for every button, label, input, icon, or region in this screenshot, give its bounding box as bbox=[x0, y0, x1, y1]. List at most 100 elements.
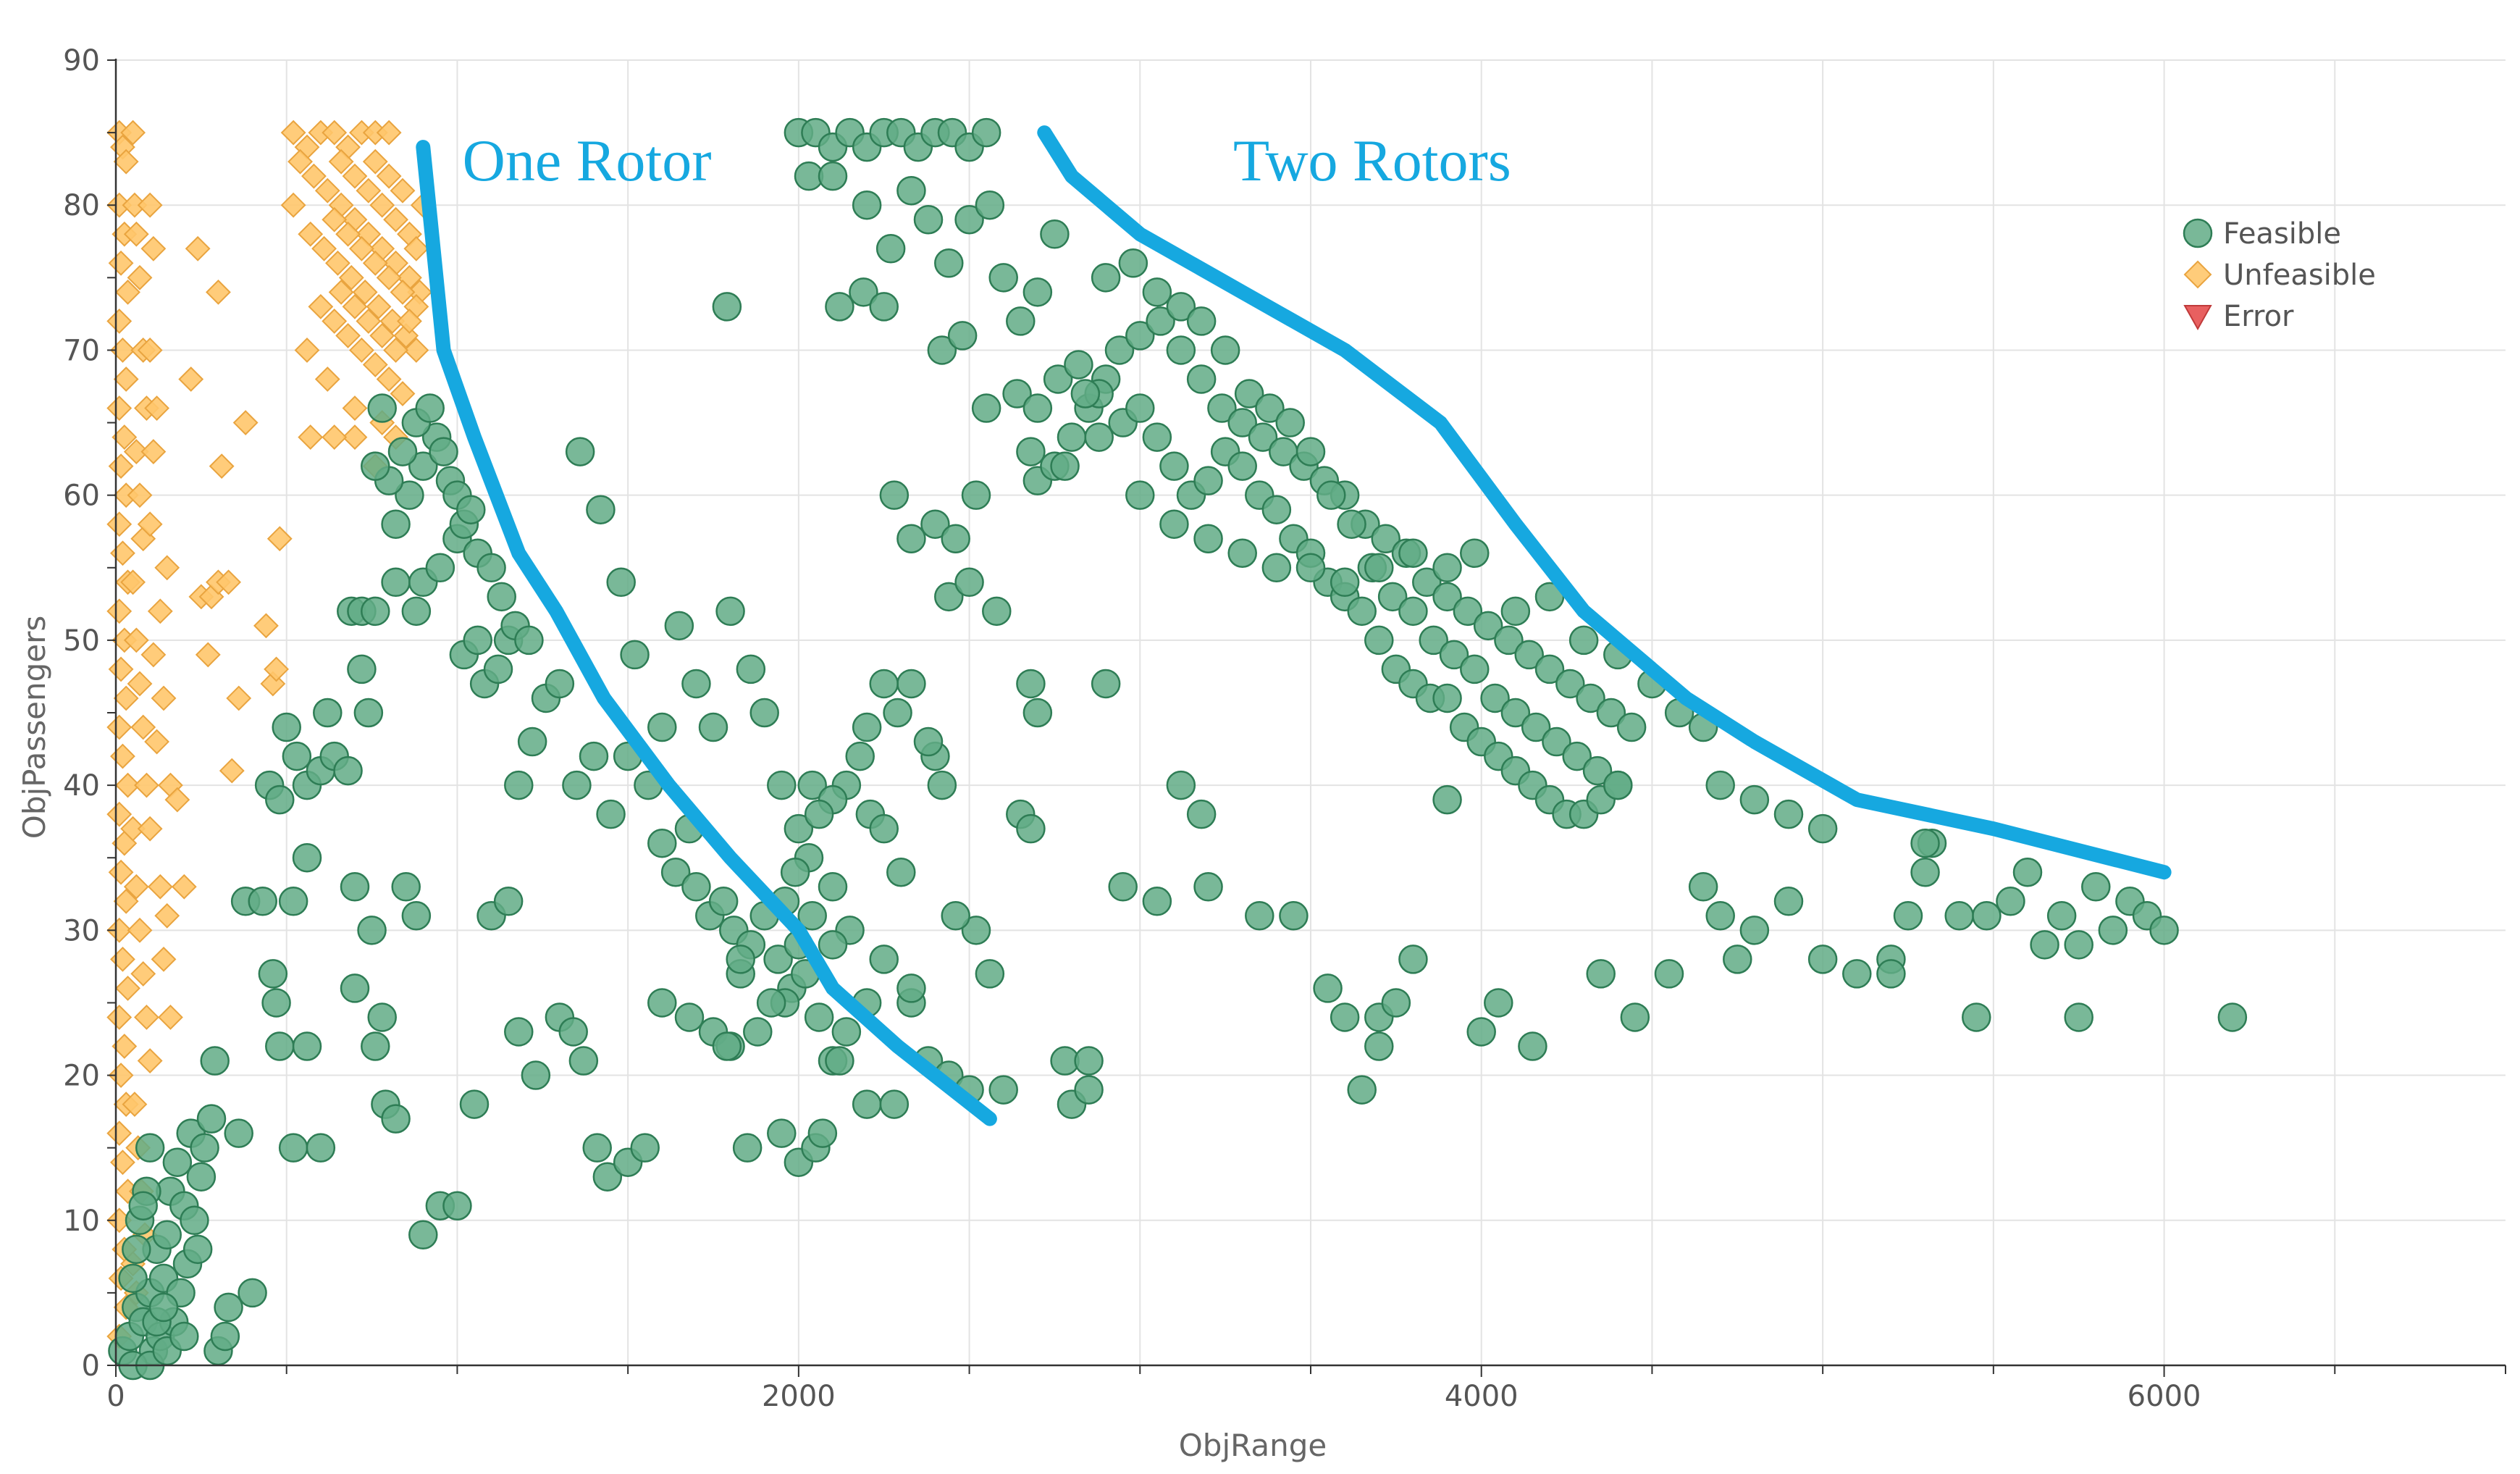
feasible-point bbox=[1603, 770, 1633, 800]
feasible-point bbox=[476, 553, 506, 583]
unfeasible-point bbox=[216, 569, 241, 595]
feasible-point bbox=[1091, 263, 1121, 293]
feasible-point bbox=[1842, 959, 1872, 989]
unfeasible-point bbox=[137, 1048, 163, 1073]
feasible-point bbox=[1275, 408, 1305, 437]
unfeasible-point bbox=[362, 148, 388, 175]
feasible-point bbox=[852, 1089, 882, 1119]
feasible-point bbox=[756, 988, 786, 1018]
feasible-point bbox=[1186, 306, 1217, 336]
feasible-point bbox=[1330, 567, 1360, 598]
feasible-point bbox=[1568, 625, 1599, 656]
legend: Feasible Unfeasible Error bbox=[2183, 217, 2376, 333]
feasible-point bbox=[831, 1017, 862, 1047]
feasible-point bbox=[1876, 959, 1906, 989]
unfeasible-point bbox=[376, 163, 402, 189]
feasible-point bbox=[1064, 350, 1093, 380]
unfeasible-point bbox=[108, 250, 134, 276]
feasible-point bbox=[1739, 916, 1770, 945]
feasible-point bbox=[210, 1321, 240, 1352]
feasible-point bbox=[1261, 553, 1292, 583]
feasible-point bbox=[1142, 277, 1172, 307]
feasible-point bbox=[487, 582, 516, 612]
feasible-point bbox=[1398, 538, 1428, 569]
feasible-point bbox=[825, 1046, 854, 1076]
feasible-point bbox=[128, 1191, 158, 1221]
boundary-curves bbox=[416, 125, 2172, 1126]
unfeasible-point bbox=[403, 338, 429, 363]
feasible-point bbox=[1104, 335, 1135, 365]
unfeasible-point bbox=[127, 671, 153, 697]
unfeasible-point bbox=[106, 714, 133, 740]
feasible-point bbox=[517, 726, 547, 757]
unfeasible-point bbox=[219, 758, 245, 784]
feasible-point bbox=[1893, 901, 1923, 931]
feasible-point bbox=[186, 1162, 217, 1192]
feasible-point bbox=[1996, 887, 2025, 916]
feasible-point bbox=[1484, 988, 1513, 1018]
unfeasible-point bbox=[137, 338, 163, 363]
unfeasible-point bbox=[376, 120, 402, 146]
feasible-point bbox=[278, 887, 308, 916]
unfeasible-point bbox=[383, 338, 408, 363]
unfeasible-point bbox=[349, 235, 374, 261]
unfeasible-point bbox=[314, 367, 340, 392]
feasible-point bbox=[1050, 451, 1080, 481]
unfeasible-point bbox=[106, 801, 133, 827]
unfeasible-point bbox=[226, 685, 252, 711]
feasible-point bbox=[1313, 973, 1343, 1003]
feasible-point bbox=[896, 524, 926, 553]
feasible-point bbox=[361, 1031, 390, 1061]
unfeasible-point bbox=[298, 424, 324, 450]
feasible-point bbox=[869, 292, 899, 322]
feasible-point bbox=[712, 1031, 742, 1061]
x-tick-label: 2000 bbox=[762, 1380, 836, 1413]
two-rotors-boundary-curve bbox=[1037, 125, 2172, 880]
feasible-point bbox=[736, 654, 766, 684]
unfeasible-point bbox=[266, 526, 293, 552]
unfeasible-point bbox=[127, 917, 153, 943]
unfeasible-point bbox=[106, 1005, 133, 1030]
y-tick-label: 0 bbox=[82, 1349, 100, 1383]
feasible-point bbox=[1432, 553, 1462, 583]
unfeasible-point bbox=[108, 656, 134, 682]
unfeasible-point bbox=[110, 540, 135, 566]
feasible-point bbox=[896, 973, 926, 1003]
feasible-point bbox=[1739, 784, 1770, 815]
unfeasible-point bbox=[328, 279, 354, 305]
feasible-point bbox=[934, 582, 964, 612]
axes-layer: 0 10 20 30 40 50 60 70 80 90 0 2000 4000 6000 bbox=[63, 44, 2506, 1413]
feasible-point bbox=[975, 190, 1005, 220]
unfeasible-point bbox=[294, 338, 320, 363]
unfeasible-point bbox=[322, 206, 348, 233]
feasible-point bbox=[606, 567, 636, 598]
feasible-point bbox=[1371, 524, 1400, 553]
feasible-point bbox=[1542, 726, 1571, 757]
unfeasible-point bbox=[322, 424, 348, 450]
feasible-point bbox=[353, 698, 384, 728]
feasible-point bbox=[2217, 1002, 2248, 1032]
feasible-point bbox=[1016, 813, 1046, 844]
unfeasible-point bbox=[106, 511, 133, 537]
y-tick-label: 50 bbox=[63, 624, 100, 658]
unfeasible-point bbox=[115, 976, 140, 1001]
feasible-point bbox=[1773, 887, 1804, 916]
unfeasible-point bbox=[123, 627, 149, 653]
unfeasible-point bbox=[120, 816, 146, 842]
feasible-point bbox=[913, 726, 944, 757]
feasible-point bbox=[797, 901, 827, 931]
feasible-point bbox=[1057, 422, 1087, 452]
feasible-point bbox=[592, 1162, 623, 1192]
unfeasible-point bbox=[140, 439, 167, 465]
unfeasible-point bbox=[151, 685, 177, 711]
unfeasible-point bbox=[342, 163, 368, 189]
feasible-point bbox=[463, 625, 492, 656]
unfeasible-point bbox=[342, 424, 368, 450]
feasible-point bbox=[306, 1133, 336, 1163]
feasible-point bbox=[1910, 828, 1940, 858]
feasible-point bbox=[1006, 306, 1036, 336]
y-tick-label: 80 bbox=[63, 189, 100, 222]
feasible-point bbox=[971, 117, 1001, 148]
unfeasible-point bbox=[376, 367, 402, 392]
unfeasible-point bbox=[390, 279, 416, 305]
